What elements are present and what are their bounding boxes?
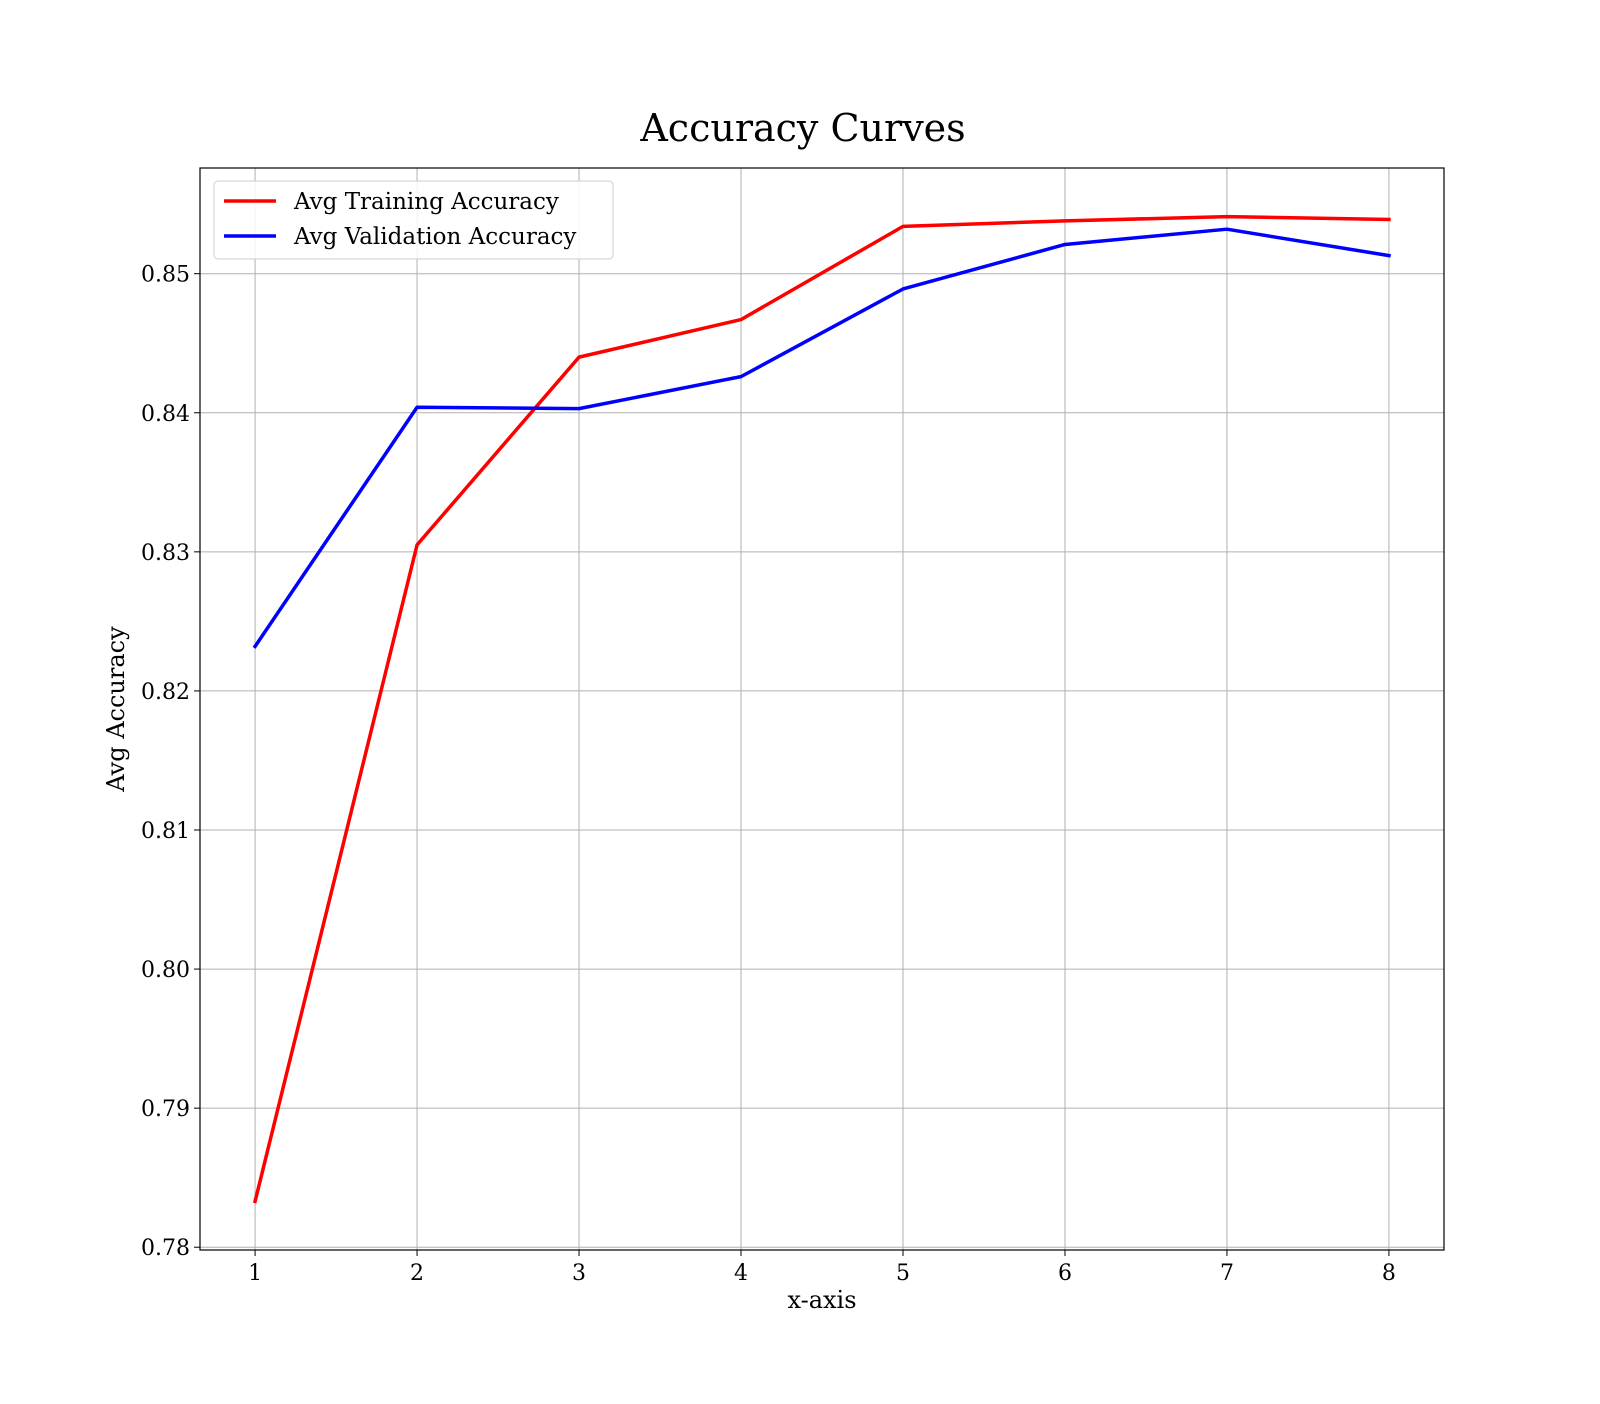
series-lines (252, 214, 1391, 1204)
x-tick-label: 6 (1058, 1261, 1072, 1286)
grid (200, 168, 1444, 1250)
legend: Avg Training Accuracy Avg Validation Accu… (213, 180, 614, 260)
x-tick-label: 1 (248, 1261, 262, 1286)
plot-frame (199, 167, 1445, 1251)
legend-label-0: Avg Training Accuracy (293, 189, 559, 215)
legend-label-1: Avg Validation Accuracy (293, 224, 576, 250)
chart-title: Accuracy Curves (639, 106, 965, 150)
x-tick-label: 5 (896, 1261, 910, 1286)
legend-box (213, 180, 614, 260)
y-tick-label: 0.82 (141, 680, 190, 705)
y-tick-label: 0.81 (141, 819, 190, 844)
series-line-1 (252, 227, 1391, 649)
y-tick-label: 0.79 (141, 1097, 190, 1122)
y-tick-label: 0.83 (141, 541, 190, 566)
x-tick-label: 7 (1220, 1261, 1234, 1286)
y-tick-label: 0.84 (141, 402, 190, 427)
x-axis-label: x-axis (787, 1286, 856, 1314)
y-tick-label: 0.85 (141, 263, 190, 288)
x-tick-label: 8 (1382, 1261, 1396, 1286)
y-tick-label: 0.80 (141, 958, 190, 983)
y-tick-label: 0.78 (141, 1236, 190, 1261)
x-tick-label: 4 (734, 1261, 748, 1286)
series-line-0 (252, 214, 1391, 1204)
axis-ticks: 1 2 3 4 5 6 7 8 0.78 0.79 0.80 0.81 0.82 0.83 0.84 0.85 (141, 263, 1396, 1286)
x-tick-label: 3 (572, 1261, 586, 1286)
x-tick-label: 2 (410, 1261, 424, 1286)
y-axis-label: Avg Accuracy (102, 626, 130, 793)
